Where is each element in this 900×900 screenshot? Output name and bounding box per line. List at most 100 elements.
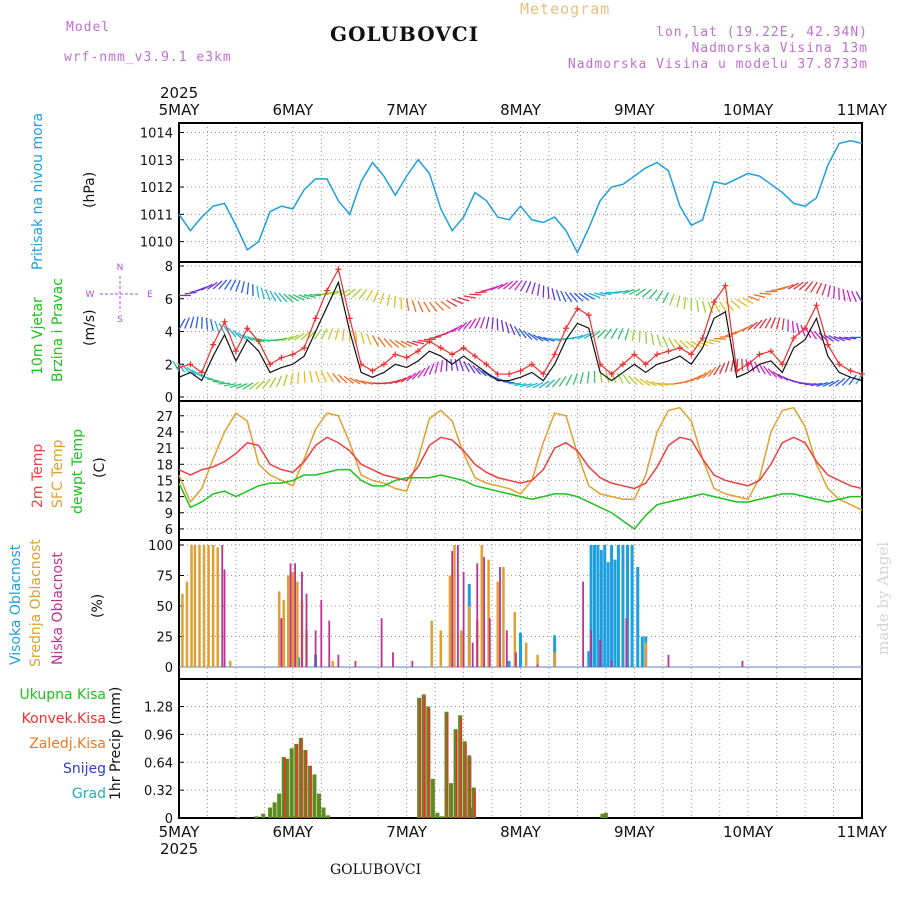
wind-arrow — [810, 281, 818, 293]
wind-arrow — [707, 301, 714, 314]
wind-arrow — [583, 292, 595, 300]
cloud-bar-low — [380, 618, 383, 667]
wind-arrow — [513, 325, 522, 337]
wind-arrow — [472, 364, 482, 375]
y-tick-label: 25 — [156, 631, 173, 646]
cloud-bar-mid — [193, 545, 197, 667]
y-tick-label: 1014 — [140, 126, 173, 141]
day-label-bottom: 10MAY — [723, 823, 774, 841]
precip-bar-total — [312, 774, 317, 818]
cloud-bar-high — [636, 566, 640, 667]
wind-arrow — [842, 288, 846, 302]
precip-bar-convective — [465, 743, 467, 818]
precip-bar-convective — [284, 757, 286, 818]
cloud-bar-mid — [524, 642, 528, 667]
wind-arrow — [236, 383, 248, 390]
wind-gust-marker — [540, 371, 547, 378]
y-tick-label: 0.32 — [144, 784, 173, 799]
wind-arrow — [440, 300, 451, 310]
wind-arrow — [525, 281, 532, 293]
cloud-bar-low — [328, 620, 331, 667]
dewpoint-line — [178, 468, 862, 530]
wind-arrow — [527, 332, 538, 341]
wind-arrow — [314, 370, 320, 383]
wind-arrow — [264, 289, 271, 301]
wind-arrow — [635, 288, 647, 297]
wind-arrow — [205, 317, 209, 330]
wind-gust-marker — [437, 344, 444, 351]
day-label-bottom: 7MAY — [386, 823, 428, 841]
wind-arrow — [379, 292, 385, 305]
wind-arrow — [446, 299, 458, 307]
wind-arrow — [334, 328, 339, 341]
wind-arrow — [434, 301, 445, 311]
wind-arrow — [428, 363, 435, 375]
wind-gust-marker — [483, 361, 490, 368]
precip-bar-total — [462, 741, 467, 818]
day-label-top: 6MAY — [272, 101, 314, 119]
cloud-bar-mid — [468, 606, 471, 667]
lonlat-label: lon,lat (19.22E, 42.34N) — [656, 25, 868, 40]
wind-arrow — [201, 283, 213, 291]
cloud-bar-low — [223, 569, 226, 667]
wind-arrow — [248, 381, 260, 390]
cloud-bar-low — [280, 618, 283, 667]
wind-arrow — [469, 293, 482, 296]
wind-arrow — [610, 327, 618, 339]
day-label-top: 11MAY — [837, 101, 888, 119]
wind-arrow — [300, 331, 311, 341]
wind-arrow — [702, 300, 707, 313]
wind-arrow — [622, 288, 635, 295]
cloud-bar-high — [599, 549, 603, 667]
y-tick-label: 1013 — [140, 154, 173, 169]
wind-arrow — [787, 282, 799, 290]
cloud-bar-high — [610, 545, 614, 667]
wind-arrow — [256, 285, 260, 298]
wind-gust-marker — [346, 315, 353, 322]
wind-arrow — [275, 337, 288, 342]
cloud-bar-high — [640, 636, 644, 667]
cloud-bar-low — [536, 664, 539, 667]
wind-arrow — [260, 287, 266, 300]
wind-arrow — [741, 358, 744, 371]
precip-bar-convective — [455, 730, 458, 818]
precip-bar-convective — [474, 791, 476, 818]
wind-arrow — [758, 363, 766, 375]
wind-arrow — [804, 383, 817, 386]
wind-arrow — [283, 374, 288, 387]
wind-arrow — [223, 383, 237, 387]
y-tick-label: 21 — [156, 442, 173, 457]
wind-arrow — [360, 331, 365, 344]
wind-arrow — [631, 329, 635, 342]
y-tick-label: 8 — [165, 260, 173, 275]
wind-arrow — [696, 299, 700, 312]
wind-arrow — [690, 374, 702, 382]
wind-arrow — [451, 298, 464, 305]
compass-letter: S — [117, 315, 123, 325]
wind-arrow — [474, 291, 487, 294]
wind-arrow — [551, 288, 556, 301]
cloud-bar-mid — [216, 547, 219, 667]
precip-bar-total — [600, 813, 605, 818]
precip-bar-total — [326, 815, 331, 818]
wind-gust-marker — [426, 338, 433, 345]
wind-gust-marker — [517, 367, 524, 374]
wind-arrow — [229, 279, 237, 291]
year-label-top: 2025 — [160, 84, 199, 102]
panel-frame — [178, 678, 863, 819]
cloud-bar-mid — [190, 545, 193, 667]
wind-arrow — [467, 362, 476, 374]
precip-bar-total — [294, 743, 299, 818]
wind-arrow — [690, 340, 702, 348]
precip-bar-convective — [419, 699, 422, 818]
precip-bar-total — [449, 783, 454, 818]
y-tick-label: 0.64 — [144, 756, 173, 771]
wind-arrow — [759, 318, 768, 329]
wind-arrow — [742, 297, 754, 304]
wind-arrow — [355, 378, 367, 385]
wind-arrow — [214, 320, 220, 333]
cloud-bar-mid — [644, 642, 647, 667]
wind-arrow — [645, 379, 657, 387]
precip-bar-total — [261, 813, 266, 818]
cloud-bar-low — [456, 545, 459, 667]
